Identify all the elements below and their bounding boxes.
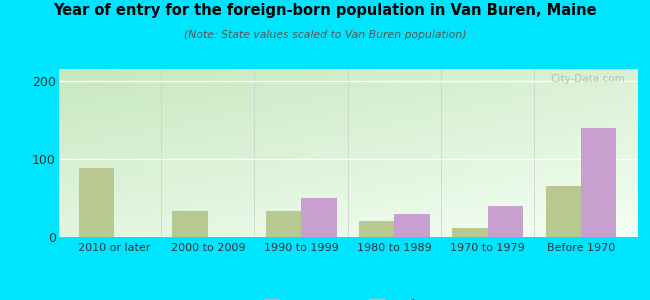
Bar <box>359 221 395 237</box>
Bar <box>301 198 337 237</box>
Text: Year of entry for the foreign-born population in Van Buren, Maine: Year of entry for the foreign-born popul… <box>53 3 597 18</box>
Bar <box>172 211 208 237</box>
Bar <box>266 211 301 237</box>
Legend: Van Buren, Maine: Van Buren, Maine <box>259 294 436 300</box>
Bar <box>452 228 488 237</box>
Bar <box>488 206 523 237</box>
Bar <box>79 168 114 237</box>
Bar <box>581 128 616 237</box>
Text: City-Data.com: City-Data.com <box>551 74 625 84</box>
Bar <box>545 186 581 237</box>
Text: (Note: State values scaled to Van Buren population): (Note: State values scaled to Van Buren … <box>184 30 466 40</box>
Bar <box>395 214 430 237</box>
